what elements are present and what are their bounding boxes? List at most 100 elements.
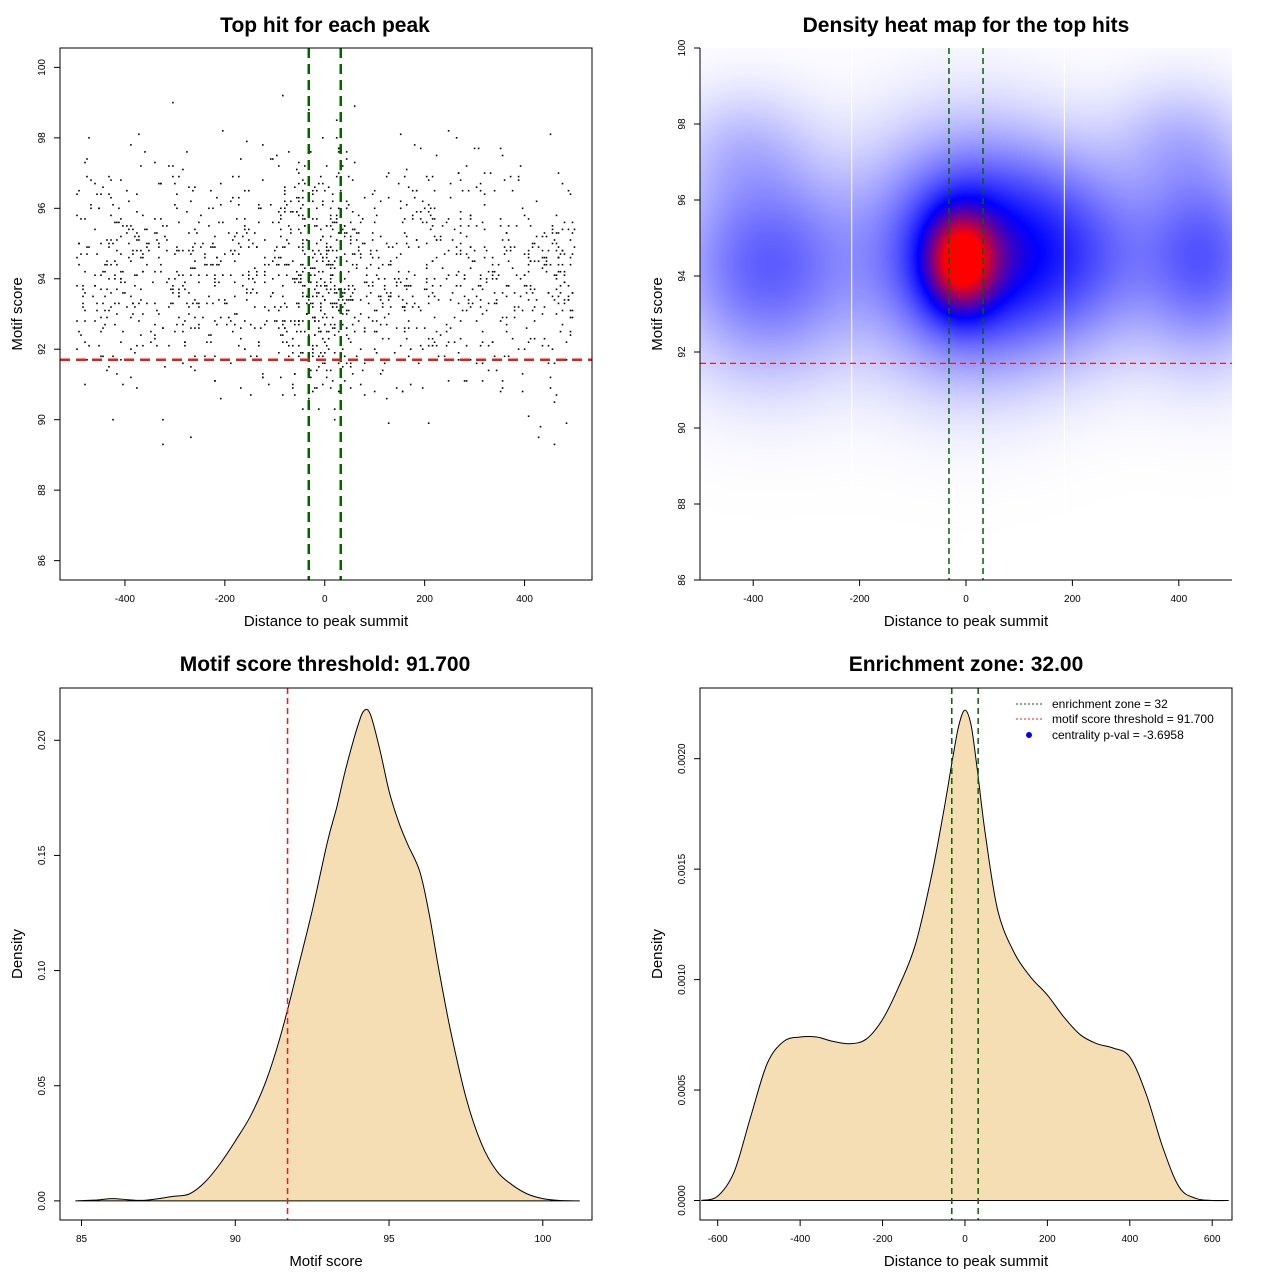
scatter-point <box>184 341 186 343</box>
scatter-point <box>304 218 306 220</box>
scatter-point <box>331 263 334 266</box>
scatter-point <box>182 285 184 287</box>
scatter-point <box>282 320 284 322</box>
scatter-point <box>329 235 332 238</box>
scatter-point <box>162 418 164 421</box>
scatter-point <box>515 274 518 276</box>
scatter-point <box>423 327 426 329</box>
scatter-point <box>96 193 98 195</box>
scatter-point <box>481 341 484 343</box>
scatter-point <box>563 253 566 255</box>
scatter-point <box>250 292 252 294</box>
scatter-point <box>345 207 348 210</box>
scatter-point <box>357 214 360 217</box>
scatter-point <box>561 263 564 266</box>
scatter-point <box>88 344 90 347</box>
scatter-point <box>495 299 498 301</box>
y-tick-label: 100 <box>677 39 688 56</box>
scatter-point <box>513 246 516 248</box>
scatter-point <box>304 267 306 269</box>
scatter-point <box>527 299 530 301</box>
scatter-point <box>218 263 220 266</box>
scatter-point <box>459 242 462 245</box>
scatter-point <box>343 225 346 227</box>
scatter-point <box>284 320 286 322</box>
scatter-point <box>521 373 524 375</box>
scatter-point <box>78 242 80 245</box>
scatter-point <box>218 281 220 284</box>
scatter-point <box>110 263 112 266</box>
scatter-point <box>389 263 392 266</box>
scatter-point <box>375 214 378 217</box>
scatter-point <box>194 260 196 262</box>
scatter-point <box>537 246 540 248</box>
scatter-point <box>481 221 484 224</box>
scatter-point <box>521 207 524 210</box>
scatter-point <box>455 285 458 287</box>
scatter-point <box>573 246 576 248</box>
scatter-point <box>138 239 140 241</box>
scatter-point <box>371 320 374 322</box>
scatter-point <box>405 235 408 238</box>
scatter-point <box>407 327 410 329</box>
scatter-point <box>367 285 370 287</box>
scatter-point <box>335 292 338 294</box>
scatter-point <box>106 288 108 291</box>
scatter-point <box>395 281 398 284</box>
scatter-point <box>108 246 110 248</box>
scatter-point <box>170 288 172 291</box>
scatter-point <box>172 285 174 287</box>
scatter-point <box>212 207 214 210</box>
scatter-point <box>473 147 476 150</box>
scatter-point <box>238 253 240 255</box>
scatter-point <box>178 221 180 224</box>
scatter-point <box>353 228 356 231</box>
scatter-point <box>557 246 560 248</box>
scatter-point <box>491 270 494 273</box>
scatter-point <box>98 344 100 347</box>
scatter-y-axis: 86 88 90 92 94 96 98 100 <box>37 59 61 566</box>
scatter-point <box>453 341 456 343</box>
scatter-point <box>329 288 332 291</box>
scatter-point <box>196 232 198 234</box>
scatter-point <box>114 221 116 224</box>
scatter-point <box>563 281 566 284</box>
scatter-point <box>256 355 258 358</box>
scatter-point <box>543 337 546 340</box>
scatter-reference-lines <box>60 48 592 580</box>
scatter-point <box>345 151 348 153</box>
scatter-point <box>353 316 356 319</box>
scatter-point <box>387 295 390 298</box>
scatter-point <box>527 263 530 266</box>
scatter-point <box>280 218 282 220</box>
scatter-point <box>445 278 448 280</box>
scatter-point <box>555 288 558 291</box>
scatter-point <box>256 292 258 294</box>
scatter-point <box>176 323 178 326</box>
scatter-point <box>519 295 522 298</box>
scatter-point <box>381 369 384 372</box>
scatter-point <box>306 302 308 305</box>
scatter-point <box>216 256 218 259</box>
scatter-point <box>284 302 286 305</box>
scatter-point <box>531 309 534 312</box>
scatter-point <box>359 256 362 259</box>
scatter-point <box>230 200 232 203</box>
scatter-point <box>316 344 318 347</box>
scatter-point <box>250 394 252 396</box>
scatter-point <box>242 235 244 238</box>
scatter-point <box>559 270 562 273</box>
scatter-point <box>120 359 122 361</box>
scatter-point <box>132 313 134 315</box>
scatter-point <box>196 302 198 305</box>
scatter-point <box>104 263 106 266</box>
scatter-point <box>136 193 138 195</box>
distance-enrichment-lines <box>951 688 979 1220</box>
scatter-point <box>316 260 318 262</box>
scatter-point <box>302 408 304 410</box>
y-tick-label: 88 <box>677 498 688 510</box>
y-tick-label: 96 <box>37 202 48 214</box>
scatter-point <box>563 221 566 224</box>
scatter-point <box>357 320 360 322</box>
scatter-point <box>254 232 256 234</box>
